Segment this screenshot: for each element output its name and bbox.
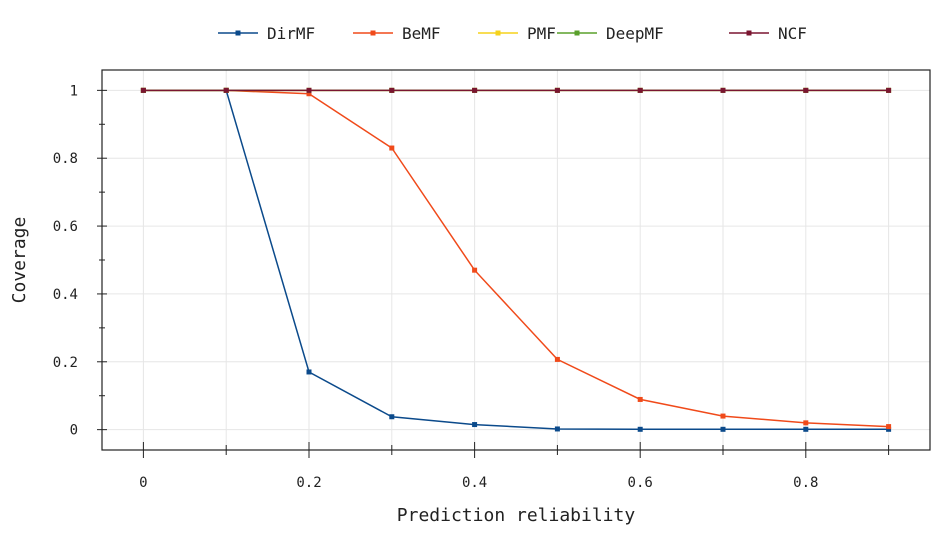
legend-marker <box>495 30 501 36</box>
legend-label: DeepMF <box>606 24 664 43</box>
data-point <box>720 413 726 419</box>
data-point <box>886 426 892 432</box>
data-point <box>389 145 395 151</box>
data-point <box>140 87 146 93</box>
x-tick-label: 0.8 <box>793 475 818 491</box>
legend-marker <box>746 30 752 36</box>
data-point <box>803 87 809 93</box>
data-point <box>472 422 478 428</box>
y-tick-label: 0.4 <box>53 287 78 303</box>
data-point <box>223 87 229 93</box>
data-point <box>803 420 809 426</box>
x-tick-label: 0 <box>139 475 147 491</box>
data-point <box>554 356 560 362</box>
data-point <box>803 426 809 432</box>
data-point <box>720 426 726 432</box>
data-point <box>886 424 892 430</box>
legend-label: PMF <box>527 24 556 43</box>
legend-marker <box>235 30 241 36</box>
legend-label: BeMF <box>402 24 441 43</box>
data-point <box>389 414 395 420</box>
series-lines <box>140 87 892 432</box>
data-point <box>306 91 312 97</box>
series-bemf <box>140 87 892 430</box>
series-ncf <box>140 87 892 93</box>
legend-label: DirMF <box>267 24 315 43</box>
legend-item-deepmf: DeepMF <box>557 24 664 43</box>
data-point <box>637 426 643 432</box>
grid-lines <box>102 70 930 450</box>
data-point <box>637 87 643 93</box>
y-tick-label: 0.6 <box>53 219 78 235</box>
x-tick-label: 0.2 <box>296 475 321 491</box>
legend-item-bemf: BeMF <box>353 24 441 43</box>
legend-label: NCF <box>778 24 807 43</box>
legend-item-pmf: PMF <box>478 24 556 43</box>
legend-marker <box>370 30 376 36</box>
data-point <box>389 87 395 93</box>
legend: DirMF BeMF PMF DeepMF NCF <box>218 24 807 43</box>
legend-item-dirmf: DirMF <box>218 24 315 43</box>
data-point <box>720 87 726 93</box>
data-point <box>306 369 312 375</box>
data-point <box>472 87 478 93</box>
y-axis-title: Coverage <box>9 217 30 304</box>
y-tick-label: 0.8 <box>53 151 78 167</box>
y-tick-label: 0 <box>70 423 78 439</box>
y-tick-label: 0.2 <box>53 355 78 371</box>
data-point <box>637 396 643 402</box>
legend-item-ncf: NCF <box>729 24 807 43</box>
legend-marker <box>574 30 580 36</box>
x-axis-title: Prediction reliability <box>397 505 636 526</box>
data-point <box>554 87 560 93</box>
series-line <box>143 89 889 428</box>
x-tick-label: 0.4 <box>462 475 487 491</box>
x-tick-label: 0.6 <box>628 475 653 491</box>
data-point <box>306 87 312 93</box>
y-tick-label: 1 <box>70 83 78 99</box>
data-point <box>886 87 892 93</box>
axis-ticks: 0 0.2 0.4 0.6 0.8 0 0.2 0.4 0.6 0.8 1 <box>53 83 890 491</box>
data-point <box>472 267 478 273</box>
series-line <box>143 89 889 431</box>
data-point <box>554 426 560 432</box>
series-dirmf <box>140 87 892 432</box>
